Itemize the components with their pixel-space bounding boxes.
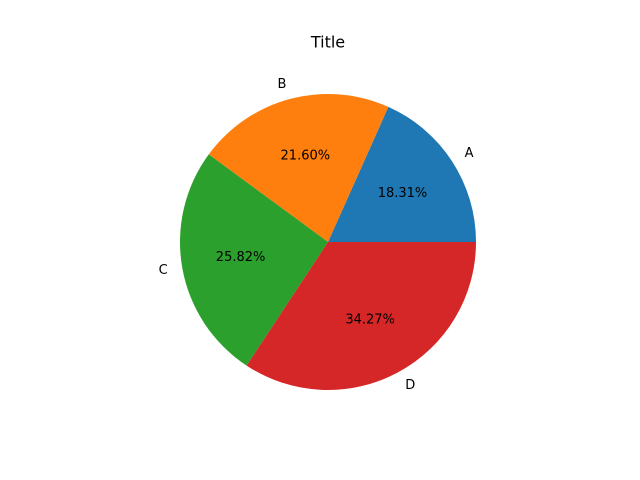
chart-title: Title: [310, 33, 345, 52]
percent-label: 34.27%: [345, 313, 395, 328]
slice-label: B: [278, 77, 287, 92]
slice-label: D: [405, 378, 415, 393]
pie-slice: [208, 94, 389, 242]
slice-label: A: [465, 146, 474, 161]
pie-slice: [180, 154, 328, 366]
percent-label: 21.60%: [281, 149, 331, 164]
percent-label: 18.31%: [378, 186, 428, 201]
percent-label: 25.82%: [216, 250, 266, 265]
slice-label: C: [159, 263, 168, 278]
pie-slice: [328, 106, 477, 243]
pie-slice: [246, 242, 476, 390]
